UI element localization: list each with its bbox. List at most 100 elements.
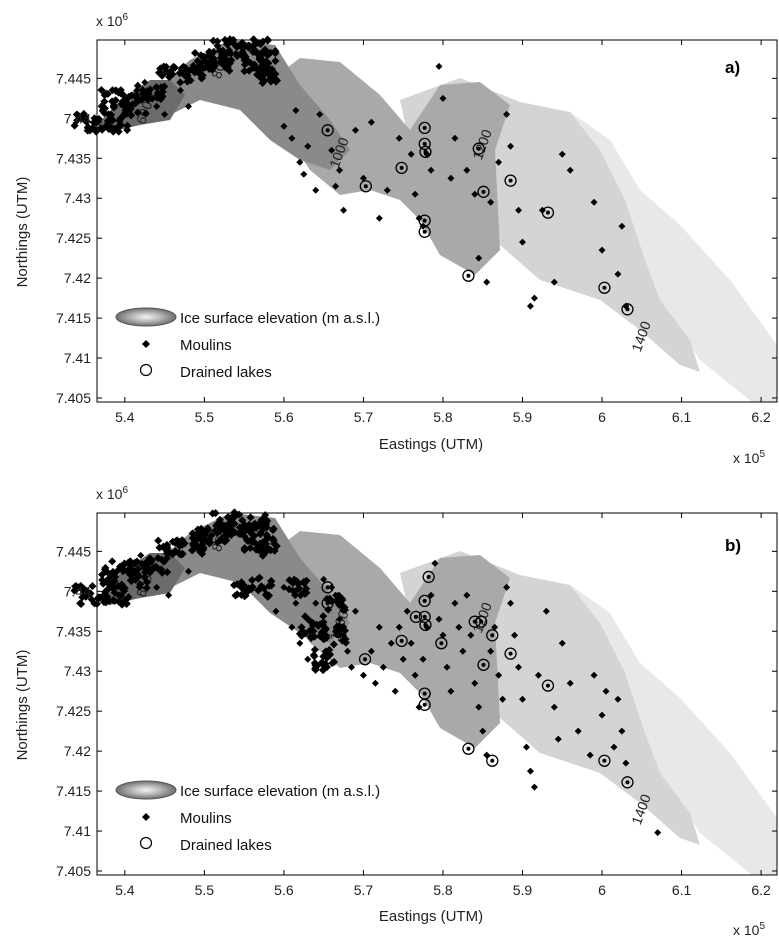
- y-tick-label: 7.43: [64, 190, 91, 206]
- moulins-series: [129, 551, 662, 837]
- moulin-point: [248, 576, 257, 585]
- moulin-point: [503, 110, 511, 118]
- moulin-point: [307, 634, 316, 643]
- moulin-point: [160, 82, 169, 91]
- y-tick-label: 7.41: [64, 350, 91, 366]
- zone-1400: [570, 112, 777, 402]
- moulin-point: [554, 735, 562, 743]
- panel-b: x 106 600800100012001400 Ice surface ele…: [14, 485, 778, 938]
- moulin-point: [109, 103, 118, 112]
- moulin-point: [264, 59, 273, 68]
- moulin-point: [336, 615, 344, 623]
- legend-moulins-label: Moulins: [180, 337, 232, 354]
- moulin-point: [133, 108, 142, 117]
- moulin-point: [312, 599, 320, 607]
- moulin-point: [105, 124, 114, 133]
- drained-lake-point: [321, 124, 334, 137]
- moulin-point: [87, 595, 96, 604]
- moulin-point: [250, 60, 259, 69]
- x-tick-label: 5.5: [195, 882, 215, 898]
- moulin-point: [229, 526, 238, 535]
- moulin-point: [220, 537, 229, 546]
- moulin-point: [262, 57, 271, 66]
- y-tick-label: 7.41: [64, 823, 91, 839]
- drained-lake-point: [418, 594, 431, 608]
- moulin-point: [439, 94, 447, 102]
- moulin-point: [475, 254, 483, 262]
- moulin-point: [189, 535, 198, 544]
- y-tick-label: 7.405: [56, 863, 91, 879]
- moulin-point: [310, 652, 319, 661]
- y-tick-label: 7.42: [64, 743, 91, 759]
- moulin-point: [198, 540, 207, 549]
- moulin-point: [196, 51, 205, 60]
- moulin-point: [112, 87, 121, 96]
- moulin-point: [238, 516, 247, 525]
- moulin-point: [233, 590, 242, 599]
- moulin-point: [240, 532, 249, 541]
- moulin-point: [224, 530, 233, 539]
- moulin-point: [110, 596, 119, 605]
- moulin-point: [530, 783, 538, 791]
- moulin-point: [193, 63, 202, 72]
- moulin-point: [311, 661, 320, 670]
- y-tick-label: 7.44: [64, 110, 91, 126]
- moulin-point: [169, 62, 178, 71]
- legend-lake-marker: [139, 363, 153, 377]
- moulin-point: [122, 108, 131, 117]
- moulin-point: [387, 639, 395, 647]
- moulin-point: [395, 623, 403, 631]
- moulin-point: [117, 591, 126, 600]
- moulin-point: [296, 591, 305, 600]
- x-tick-label: 5.5: [195, 409, 215, 425]
- moulin-point: [395, 134, 403, 142]
- moulin-point: [154, 536, 163, 545]
- y-tick-label: 7.425: [56, 230, 91, 246]
- x-tick-label: 5.9: [513, 409, 533, 425]
- moulin-point: [590, 671, 598, 679]
- y-axis: 7.405 7.41 7.415 7.42 7.425 7.43 7.435 7.44 7.44…: [56, 543, 777, 879]
- moulin-point: [237, 581, 246, 590]
- moulin-point: [177, 65, 186, 74]
- moulin-point: [104, 580, 113, 589]
- moulin-point: [558, 150, 566, 158]
- moulin-point: [479, 727, 487, 735]
- moulin-point: [614, 695, 622, 703]
- moulin-point: [285, 576, 294, 585]
- x-tick-label: 5.8: [433, 409, 453, 425]
- moulin-point: [117, 100, 126, 109]
- drained-lake-point: [395, 161, 408, 175]
- moulin-point: [266, 77, 275, 86]
- moulin-point: [177, 86, 185, 94]
- drained-lake-point: [462, 269, 475, 282]
- moulin-point: [107, 110, 116, 119]
- moulin-point: [558, 639, 566, 647]
- moulin-point: [123, 126, 132, 135]
- moulin-point: [142, 558, 151, 567]
- legend-lakes-label: Drained lakes: [180, 837, 272, 854]
- moulin-point: [249, 41, 258, 50]
- moulin-point: [193, 525, 202, 534]
- moulin-point: [602, 687, 610, 695]
- moulin-point: [316, 632, 325, 641]
- moulin-point: [542, 607, 550, 615]
- moulin-point: [240, 67, 249, 76]
- moulin-point: [191, 48, 200, 57]
- drained-lake-point: [486, 629, 499, 642]
- moulin-point: [127, 559, 136, 568]
- moulin-point: [107, 115, 116, 124]
- moulin-point: [117, 582, 126, 591]
- moulin-point: [487, 647, 495, 655]
- moulin-point: [127, 111, 136, 120]
- y-tick-label: 7.445: [56, 543, 91, 559]
- moulin-point: [375, 214, 383, 222]
- x-axis: 5.4 5.5 5.6 5.7 5.8 5.9 6 6.1 6.2: [115, 513, 771, 898]
- drained-lake-point: [409, 610, 423, 624]
- moulin-point: [515, 663, 523, 671]
- x-multiplier-label: x 105: [733, 921, 765, 938]
- moulin-point: [202, 528, 211, 537]
- moulin-point: [447, 174, 455, 182]
- legend-elevation-swatch: [115, 780, 177, 800]
- moulin-point: [268, 526, 277, 535]
- moulin-point: [618, 222, 626, 230]
